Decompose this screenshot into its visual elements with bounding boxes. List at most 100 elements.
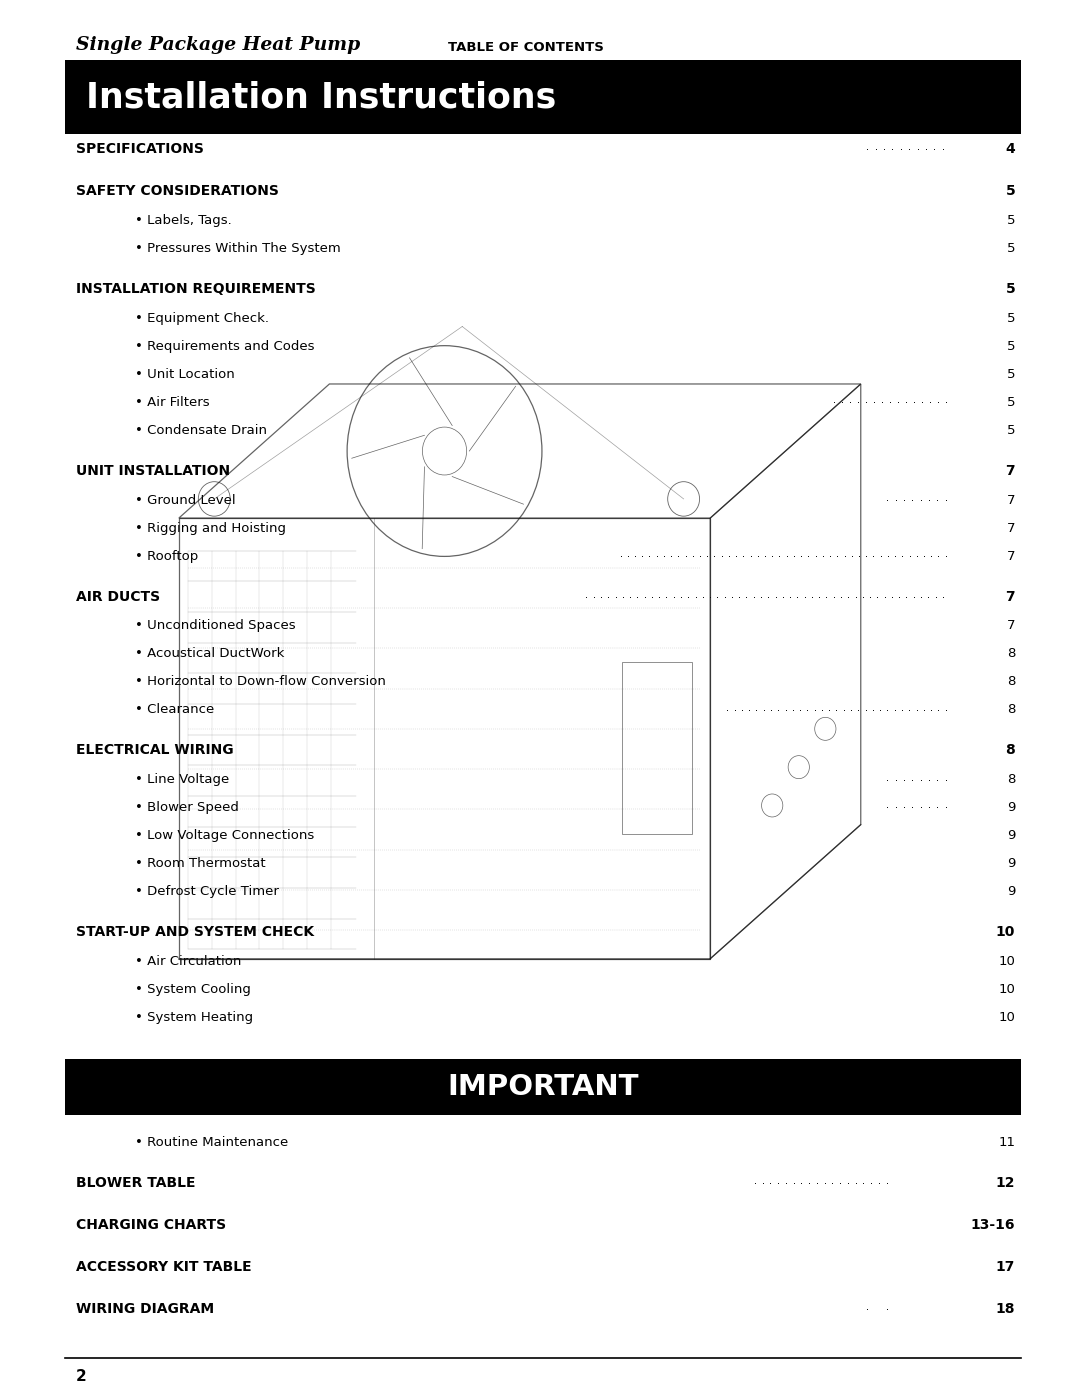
Point xyxy=(904,489,921,511)
Text: TABLE OF CONTENTS: TABLE OF CONTENTS xyxy=(448,41,604,53)
Text: 8: 8 xyxy=(1007,647,1015,661)
Point xyxy=(778,1172,795,1194)
Text: 8: 8 xyxy=(1007,675,1015,689)
Point xyxy=(818,585,835,608)
Point xyxy=(913,585,930,608)
Point xyxy=(872,545,889,567)
Point xyxy=(677,545,694,567)
Text: 18: 18 xyxy=(996,1302,1015,1316)
Text: 11: 11 xyxy=(998,1136,1015,1150)
Point xyxy=(634,545,651,567)
Text: 5: 5 xyxy=(1007,312,1015,326)
Text: • Condensate Drain: • Condensate Drain xyxy=(135,423,267,437)
Text: • Horizontal to Down-flow Conversion: • Horizontal to Down-flow Conversion xyxy=(135,675,386,689)
Point xyxy=(920,489,937,511)
Text: • Low Voltage Connections: • Low Voltage Connections xyxy=(135,828,314,842)
Text: 5: 5 xyxy=(1007,214,1015,228)
Point xyxy=(718,698,735,721)
Point xyxy=(908,545,926,567)
Point xyxy=(893,545,910,567)
Point xyxy=(842,698,860,721)
Point xyxy=(804,585,821,608)
Point xyxy=(832,1172,849,1194)
Point xyxy=(827,698,845,721)
Point xyxy=(878,1172,895,1194)
Point xyxy=(734,545,752,567)
Point xyxy=(800,1172,818,1194)
Text: 7: 7 xyxy=(1007,521,1015,535)
Point xyxy=(746,1172,764,1194)
Point xyxy=(834,391,851,414)
Point xyxy=(629,585,646,608)
Point xyxy=(901,545,918,567)
Point xyxy=(883,138,901,161)
Point xyxy=(764,545,781,567)
Text: 5: 5 xyxy=(1005,282,1015,296)
Point xyxy=(759,585,777,608)
Text: 2: 2 xyxy=(76,1369,86,1383)
Point xyxy=(822,545,839,567)
Point xyxy=(879,768,896,791)
Text: WIRING DIAGRAM: WIRING DIAGRAM xyxy=(76,1302,214,1316)
Point xyxy=(847,1172,864,1194)
Point xyxy=(770,698,787,721)
Text: AIR DUCTS: AIR DUCTS xyxy=(76,590,160,604)
Point xyxy=(874,391,891,414)
Point xyxy=(856,698,874,721)
Text: 7: 7 xyxy=(1005,464,1015,478)
Point xyxy=(879,489,896,511)
Point xyxy=(889,391,906,414)
Text: 9: 9 xyxy=(1007,800,1015,814)
Point xyxy=(640,545,658,567)
Point xyxy=(592,585,609,608)
Text: 7: 7 xyxy=(1007,619,1015,633)
FancyBboxPatch shape xyxy=(65,1059,1021,1115)
Point xyxy=(694,585,712,608)
Point xyxy=(726,698,743,721)
Text: 7: 7 xyxy=(1007,549,1015,563)
Text: 8: 8 xyxy=(1005,743,1015,757)
Point xyxy=(937,698,955,721)
Point xyxy=(937,489,955,511)
Text: UNIT INSTALLATION: UNIT INSTALLATION xyxy=(76,464,230,478)
Text: • Routine Maintenance: • Routine Maintenance xyxy=(135,1136,288,1150)
Text: SAFETY CONSIDERATIONS: SAFETY CONSIDERATIONS xyxy=(76,184,279,198)
Point xyxy=(626,545,644,567)
Text: ELECTRICAL WIRING: ELECTRICAL WIRING xyxy=(76,743,233,757)
Text: 5: 5 xyxy=(1007,242,1015,256)
Text: • System Heating: • System Heating xyxy=(135,1010,253,1024)
Point xyxy=(863,1172,880,1194)
Text: • Equipment Check.: • Equipment Check. xyxy=(135,312,269,326)
Text: • Clearance: • Clearance xyxy=(135,703,214,717)
Point xyxy=(912,796,929,819)
Point xyxy=(767,585,784,608)
Point xyxy=(934,138,951,161)
Text: CHARGING CHARTS: CHARGING CHARTS xyxy=(76,1218,226,1232)
Point xyxy=(927,585,944,608)
Point xyxy=(762,698,780,721)
Point xyxy=(754,1172,771,1194)
Point xyxy=(770,1172,787,1194)
Point xyxy=(670,545,687,567)
Point xyxy=(872,698,889,721)
Text: 5: 5 xyxy=(1005,184,1015,198)
Point xyxy=(824,1172,841,1194)
Point xyxy=(926,138,943,161)
Point xyxy=(849,391,866,414)
Point xyxy=(807,545,824,567)
Point xyxy=(841,391,859,414)
Point xyxy=(868,585,886,608)
Point xyxy=(839,1172,856,1194)
Point xyxy=(701,585,718,608)
Point xyxy=(920,768,937,791)
Point xyxy=(799,698,816,721)
Point xyxy=(870,1172,888,1194)
Point xyxy=(811,585,828,608)
Point xyxy=(724,585,741,608)
Point xyxy=(850,545,867,567)
Text: • Rigging and Hoisting: • Rigging and Hoisting xyxy=(135,521,286,535)
Point xyxy=(893,698,910,721)
Point xyxy=(793,1172,810,1194)
Point xyxy=(814,545,832,567)
Point xyxy=(585,585,603,608)
